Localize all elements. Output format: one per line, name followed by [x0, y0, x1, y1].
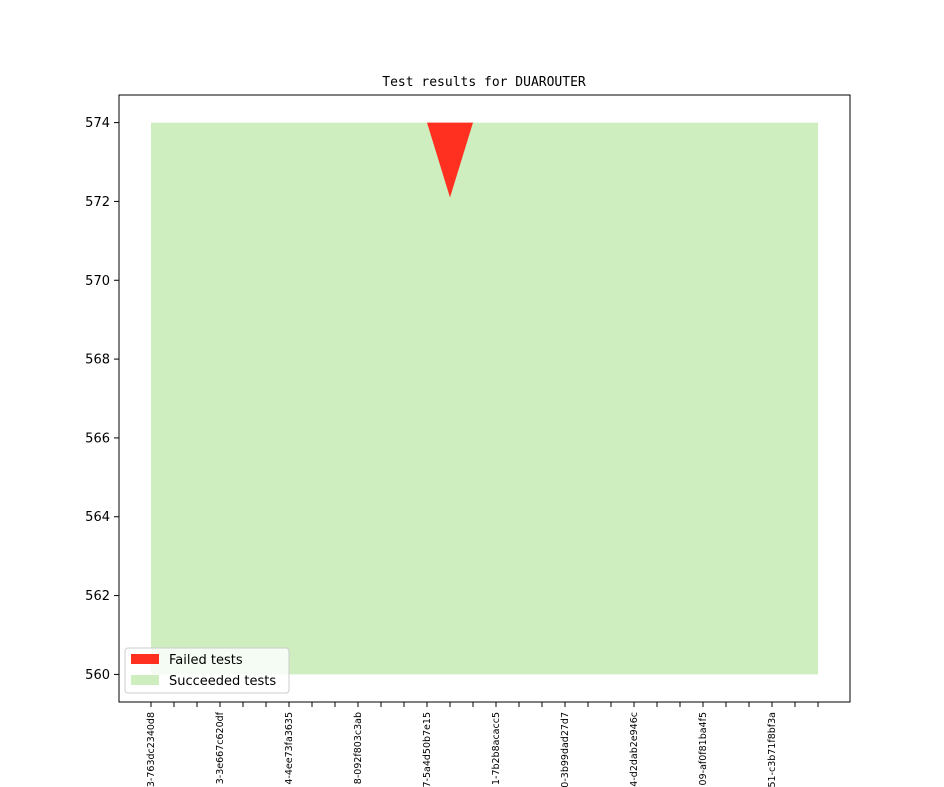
- chart-title: Test results for DUAROUTER: [382, 75, 586, 90]
- x-tick-label: 4-d2dab2e946c: [629, 712, 640, 787]
- y-tick-label: 560: [85, 668, 110, 683]
- legend-label: Failed tests: [169, 653, 243, 668]
- y-tick-label: 568: [85, 353, 110, 368]
- x-tick-label: 09-af0f81ba4f5: [698, 712, 709, 785]
- x-tick-label: 0-3b99dad27d7: [560, 712, 571, 787]
- plot-area: [151, 122, 818, 675]
- x-tick-label: 3-3e667c620df: [215, 711, 226, 784]
- legend-swatch: [131, 675, 159, 685]
- y-tick-label: 574: [85, 116, 110, 131]
- legend: Failed tests Succeeded tests: [124, 647, 290, 694]
- y-tick-label: 570: [85, 274, 110, 289]
- legend-box: [124, 647, 290, 694]
- plot-frame: [118, 94, 851, 703]
- y-tick-label: 566: [85, 431, 110, 446]
- x-tick-label: 1-7b2b8acacc5: [491, 712, 502, 785]
- x-tick-label: 51-c3b71f8bf3a: [767, 712, 778, 787]
- x-tick-label: 4-4ee73fa3635: [284, 712, 295, 785]
- y-tick-label: 572: [85, 195, 110, 210]
- x-tick-label: 8-092f803c3ab: [353, 712, 364, 784]
- legend-swatch: [131, 654, 159, 664]
- x-tick-label: 7-5a4d50b7e15: [422, 712, 433, 787]
- y-axis: 560 562 564 566 568 570 572 574: [85, 116, 119, 683]
- succeeded-tests-area: [151, 122, 818, 675]
- legend-label: Succeeded tests: [169, 674, 276, 689]
- y-tick-label: 564: [85, 510, 110, 525]
- x-axis: 3-763dc2340d8 3-3e667c620df 4-4ee73fa3635 8…: [146, 702, 819, 787]
- x-tick-label: 3-763dc2340d8: [146, 712, 157, 787]
- y-tick-label: 562: [85, 589, 110, 604]
